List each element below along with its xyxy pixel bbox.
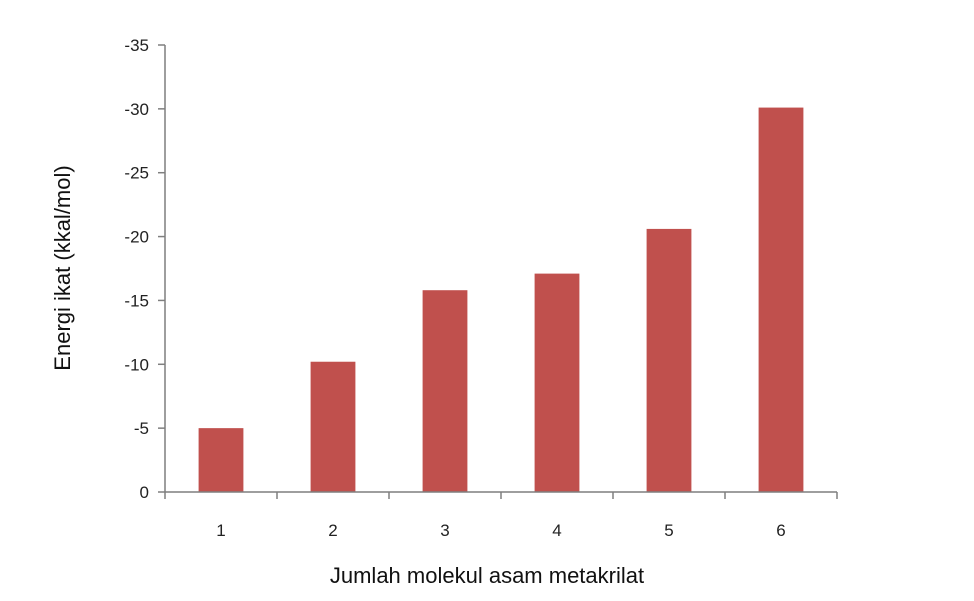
x-tick-label: 6 xyxy=(776,521,785,540)
bar-6 xyxy=(758,107,804,492)
x-tick-label: 1 xyxy=(216,521,225,540)
x-tick-label: 4 xyxy=(552,521,561,540)
bar-3 xyxy=(422,290,468,492)
y-tick-label: -10 xyxy=(124,355,149,374)
y-tick-label: -30 xyxy=(124,100,149,119)
y-axis-title: Energi ikat (kkal/mol) xyxy=(50,165,75,370)
bar-1 xyxy=(198,428,244,492)
bar-4 xyxy=(534,273,580,492)
bar-5 xyxy=(646,228,692,492)
y-tick-label: -25 xyxy=(124,164,149,183)
x-tick-label: 5 xyxy=(664,521,673,540)
y-tick-label: -20 xyxy=(124,228,149,247)
bar-2 xyxy=(310,361,356,492)
bar-series xyxy=(198,107,804,492)
y-tick-label: 0 xyxy=(140,483,149,502)
x-axis-ticks: 1 2 3 4 5 6 xyxy=(164,492,838,540)
y-tick-label: -35 xyxy=(124,36,149,55)
x-tick-label: 2 xyxy=(328,521,337,540)
x-axis-title: Jumlah molekul asam metakrilat xyxy=(330,563,644,588)
y-tick-label: -5 xyxy=(134,419,149,438)
x-tick-label: 3 xyxy=(440,521,449,540)
y-axis-ticks: -35 -30 -25 -20 -15 -10 -5 0 xyxy=(124,36,165,502)
y-tick-label: -15 xyxy=(124,291,149,310)
